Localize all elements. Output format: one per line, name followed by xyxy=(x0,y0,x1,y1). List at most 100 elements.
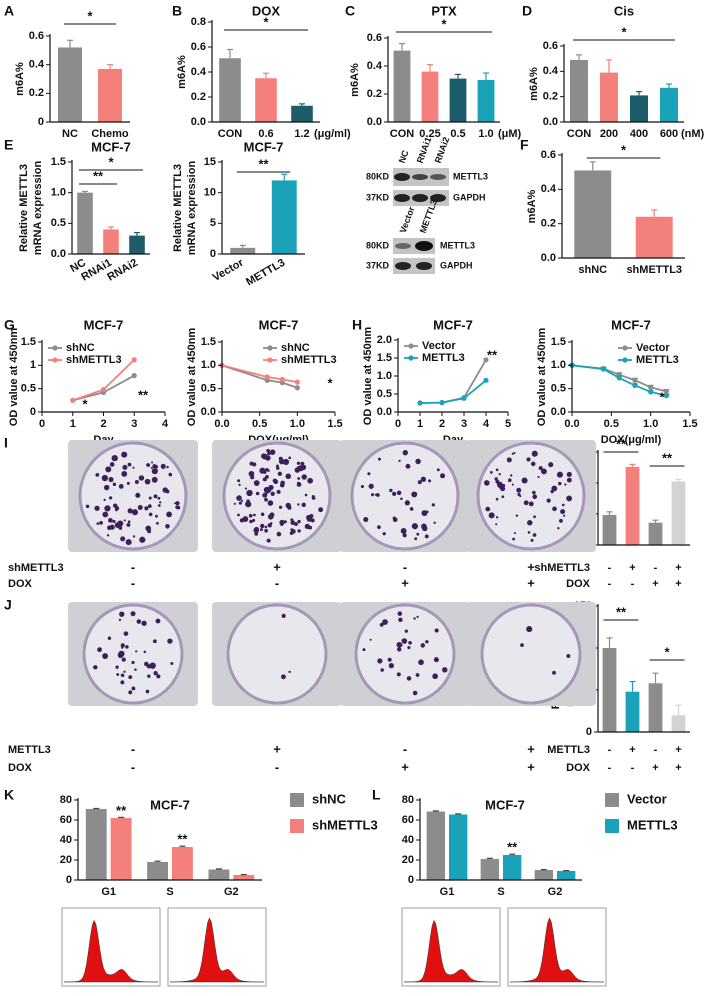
colony xyxy=(371,493,375,497)
colony xyxy=(392,517,398,523)
colony xyxy=(566,477,572,483)
condition-mark: + xyxy=(527,559,535,574)
colony xyxy=(377,457,381,461)
y-tick-label: 0.8 xyxy=(191,16,206,28)
colony xyxy=(246,489,253,497)
y-tick-label: 0.4 xyxy=(29,59,45,71)
colony xyxy=(94,505,100,511)
colony xyxy=(380,668,384,672)
panel-letter: D xyxy=(522,3,532,19)
legend-label: shNC xyxy=(66,342,95,354)
significance: ** xyxy=(662,450,673,465)
significance: * xyxy=(621,24,627,39)
significance: ** xyxy=(487,347,498,362)
significance: * xyxy=(327,375,333,390)
chart-title: MCF-7 xyxy=(611,317,651,332)
dish xyxy=(226,603,328,705)
condition-mark: + xyxy=(401,575,409,590)
x-unit: (μg/ml) xyxy=(314,128,351,140)
colony xyxy=(261,453,267,459)
bar xyxy=(635,216,673,258)
bar xyxy=(58,47,82,122)
bar xyxy=(393,50,411,122)
colony xyxy=(276,464,279,468)
y-axis-label: OD value at 450nm xyxy=(536,328,548,427)
y-tick-label: 0.0 xyxy=(543,116,558,128)
colony xyxy=(285,473,292,480)
significance: * xyxy=(87,8,93,23)
bar xyxy=(421,71,439,122)
colony xyxy=(146,664,152,669)
colony xyxy=(392,491,397,496)
colony xyxy=(265,455,271,461)
colony xyxy=(530,461,536,467)
bar xyxy=(534,870,553,880)
colony xyxy=(301,474,307,480)
x-tick-label: 4 xyxy=(162,418,169,430)
series-marker xyxy=(648,389,654,395)
colony xyxy=(157,496,161,500)
y-tick-label: 0.0 xyxy=(201,406,216,418)
colony xyxy=(155,514,158,518)
x-tick-label: shNC xyxy=(578,264,607,276)
bar xyxy=(602,514,617,545)
x-tick-label: Chemo xyxy=(91,128,129,140)
y-tick-label: 0.5 xyxy=(21,383,36,395)
colony xyxy=(283,520,287,524)
blot-protein: METTL3 xyxy=(453,171,488,181)
bar xyxy=(477,80,495,122)
dish xyxy=(82,603,184,705)
chart-title: MCF-7 xyxy=(84,317,124,332)
colony xyxy=(552,670,556,675)
legend-swatch xyxy=(290,819,304,833)
colony xyxy=(259,467,266,474)
significance: * xyxy=(263,14,269,29)
series-marker xyxy=(632,382,638,388)
significance: ** xyxy=(507,840,518,855)
series-marker xyxy=(294,385,300,391)
legend-label: shMETTL3 xyxy=(312,817,378,832)
colony xyxy=(106,534,110,537)
colony xyxy=(155,618,161,624)
legend-marker xyxy=(267,357,273,363)
colony xyxy=(369,638,372,641)
condition-name: METTL3 xyxy=(547,744,590,756)
colony xyxy=(240,499,244,502)
legend-label: Vector xyxy=(627,791,667,806)
condition-name: METTL3 xyxy=(8,744,51,756)
colony xyxy=(546,498,551,503)
x-tick-label: CON xyxy=(218,128,243,140)
x-tick-label: 5 xyxy=(505,418,511,430)
colony xyxy=(495,516,499,519)
colony xyxy=(112,503,118,508)
colony xyxy=(300,461,305,466)
colony xyxy=(112,519,116,524)
colony xyxy=(281,674,286,680)
condition-mark: - xyxy=(654,562,658,574)
colony xyxy=(375,493,380,497)
condition-mark: + xyxy=(652,762,658,774)
blot-band xyxy=(412,194,428,202)
chart-title: MCF-7 xyxy=(91,139,131,154)
y-axis-label: m6A% xyxy=(176,55,188,89)
colony xyxy=(362,648,366,652)
series-marker xyxy=(294,379,300,385)
x-tick-label: S xyxy=(166,886,173,898)
colony xyxy=(275,466,280,470)
colony xyxy=(405,463,411,469)
colony xyxy=(279,519,285,526)
colony xyxy=(115,665,119,669)
colony xyxy=(483,480,490,486)
colony xyxy=(118,484,124,489)
colony xyxy=(102,511,109,518)
y-tick-label: 40 xyxy=(402,834,414,846)
bar xyxy=(574,170,612,258)
colony xyxy=(233,502,236,505)
colony xyxy=(281,613,286,618)
condition-name: DOX xyxy=(8,578,33,590)
bar xyxy=(77,192,93,254)
y-axis-label: m6A% xyxy=(14,62,26,96)
y-tick-label: 20 xyxy=(402,854,414,866)
colony xyxy=(253,527,260,534)
legend-swatch xyxy=(605,793,619,807)
